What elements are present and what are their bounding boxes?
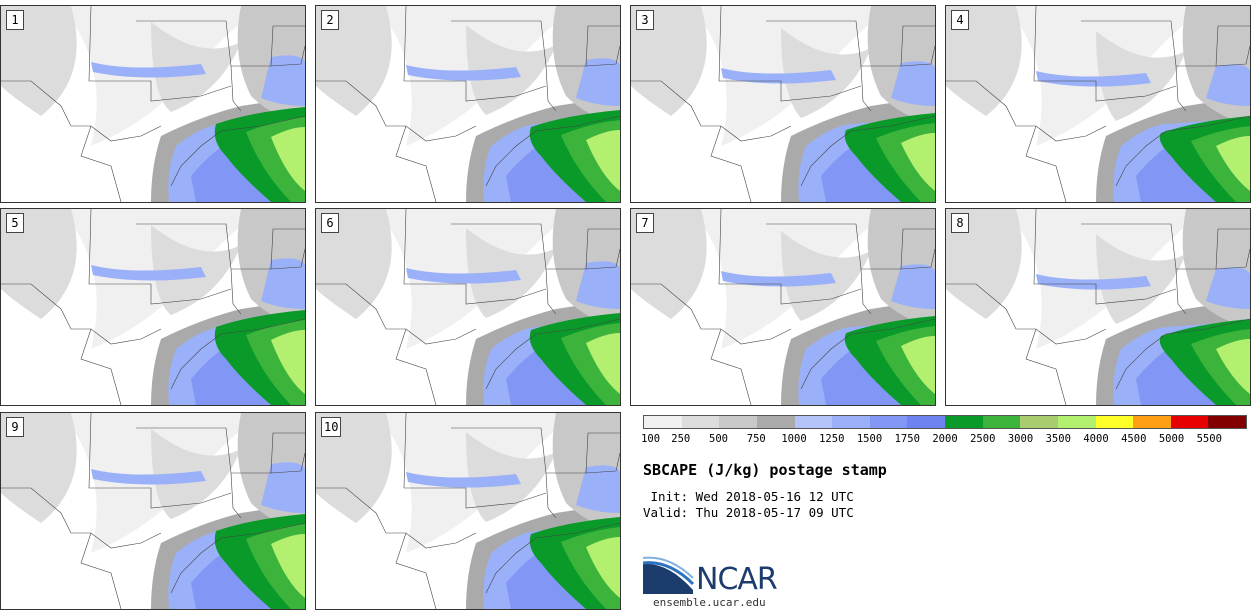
colorbar-swatch xyxy=(982,416,1021,428)
colorbar-tick-label: 1500 xyxy=(856,433,883,445)
panel-number: 8 xyxy=(951,213,969,233)
colorbar-tick-label: 100 xyxy=(641,433,661,445)
colorbar-swatch xyxy=(1057,416,1096,428)
colorbar-swatch xyxy=(907,416,945,428)
colorbar-swatch xyxy=(1133,416,1171,428)
colorbar-tick-label: 3500 xyxy=(1045,433,1071,445)
member-panel-1: 1 xyxy=(0,5,306,203)
sbcape-map xyxy=(1,413,305,609)
colorbar-tick-label: 750 xyxy=(746,433,766,445)
colorbar-swatch xyxy=(1170,416,1209,428)
panel-number: 1 xyxy=(6,10,24,30)
colorbar-swatch xyxy=(681,416,720,428)
colorbar-tick-label: 2000 xyxy=(932,433,958,445)
colorbar-swatch xyxy=(794,416,833,428)
colorbar-swatch xyxy=(756,416,795,428)
member-panel-8: 8 xyxy=(945,208,1251,406)
init-time: Init: Wed 2018-05-16 12 UTC xyxy=(643,489,854,504)
colorbar-tick-label: 1750 xyxy=(894,433,920,445)
sbcape-map xyxy=(946,209,1250,405)
site-url: ensemble.ucar.edu xyxy=(653,596,766,609)
colorbar-swatch xyxy=(719,416,757,428)
member-panel-4: 4 xyxy=(945,5,1251,203)
colorbar-tick-label: 1250 xyxy=(819,433,845,445)
colorbar-swatch xyxy=(1208,416,1246,428)
colorbar-swatch xyxy=(1020,416,1058,428)
member-panel-7: 7 xyxy=(630,208,936,406)
plot-title: SBCAPE (J/kg) postage stamp xyxy=(643,461,887,479)
colorbar-tick-label: 3000 xyxy=(1007,433,1034,445)
colorbar-legend: 100 250 500 750 1000 1250 1500 1750 2000 2500 3000… xyxy=(641,415,1247,449)
panel-number: 10 xyxy=(321,417,342,437)
sbcape-map xyxy=(1,209,305,405)
member-panel-3: 3 xyxy=(630,5,936,203)
panel-number: 9 xyxy=(6,417,24,437)
sbcape-map xyxy=(1,6,305,202)
colorbar-swatch xyxy=(1095,416,1134,428)
colorbar-swatch xyxy=(832,416,870,428)
member-panel-10: 10 xyxy=(315,412,621,610)
sbcape-map xyxy=(316,209,620,405)
member-panel-6: 6 xyxy=(315,208,621,406)
sbcape-map xyxy=(946,6,1250,202)
panel-number: 4 xyxy=(951,10,969,30)
member-panel-2: 2 xyxy=(315,5,621,203)
colorbar-swatch xyxy=(644,416,682,428)
colorbar-swatch xyxy=(945,416,983,428)
colorbar-tick-label: 4000 xyxy=(1083,433,1109,445)
panel-number: 6 xyxy=(321,213,339,233)
panel-number: 2 xyxy=(321,10,339,30)
sbcape-map xyxy=(316,6,620,202)
colorbar-tick-label: 5000 xyxy=(1158,433,1185,445)
sbcape-map xyxy=(316,413,620,609)
panel-number: 3 xyxy=(636,10,654,30)
colorbar-tick-label: 2500 xyxy=(970,433,996,445)
ncar-logo-icon xyxy=(643,556,695,594)
colorbar xyxy=(643,415,1247,429)
member-panel-9: 9 xyxy=(0,412,306,610)
valid-time: Valid: Thu 2018-05-17 09 UTC xyxy=(643,505,854,520)
sbcape-map xyxy=(631,6,935,202)
ncar-logo-text: NCAR xyxy=(696,562,778,597)
colorbar-ticks: 100 250 500 750 1000 1250 1500 1750 2000 2500 3000… xyxy=(641,433,1247,449)
colorbar-swatch xyxy=(869,416,908,428)
colorbar-tick-label: 5500 xyxy=(1196,433,1222,445)
panel-number: 7 xyxy=(636,213,654,233)
panel-number: 5 xyxy=(6,213,24,233)
colorbar-tick-label: 1000 xyxy=(781,433,807,445)
member-panel-5: 5 xyxy=(0,208,306,406)
sbcape-map xyxy=(631,209,935,405)
colorbar-tick-label: 500 xyxy=(709,433,728,445)
colorbar-tick-label: 250 xyxy=(671,433,691,445)
colorbar-tick-label: 4500 xyxy=(1121,433,1147,445)
